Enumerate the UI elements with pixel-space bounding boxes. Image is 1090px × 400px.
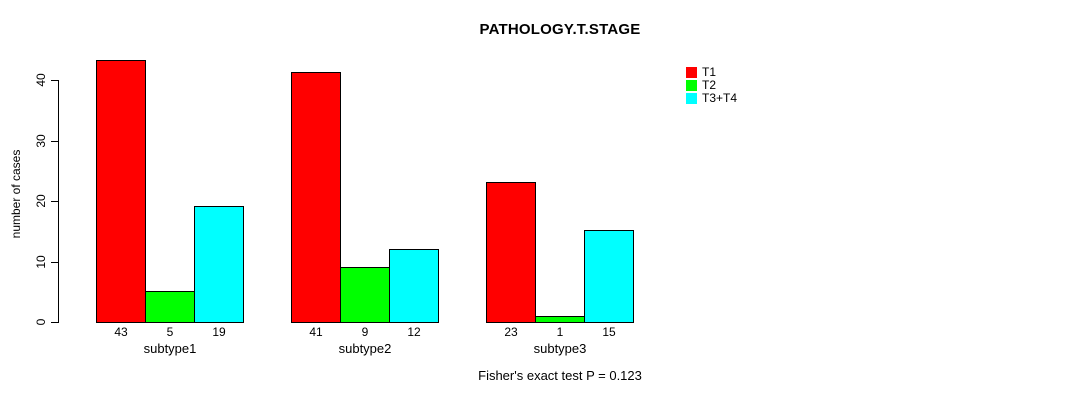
y-axis-tick bbox=[51, 322, 58, 323]
legend-swatch bbox=[686, 93, 697, 104]
y-axis-label: number of cases bbox=[9, 149, 23, 239]
bar-subtype2-T3+T4 bbox=[389, 249, 439, 323]
y-axis-line bbox=[58, 80, 59, 323]
bar-value-label: 23 bbox=[504, 325, 518, 339]
legend-label: T3+T4 bbox=[702, 91, 738, 105]
bar-value-label: 43 bbox=[114, 325, 128, 339]
y-tick-label: 40 bbox=[34, 73, 48, 87]
y-axis-tick bbox=[51, 262, 58, 263]
bar-subtype3-T3+T4 bbox=[584, 230, 634, 323]
y-tick-label: 30 bbox=[34, 134, 48, 148]
y-axis-tick bbox=[51, 201, 58, 202]
legend-label: T2 bbox=[702, 78, 717, 92]
category-label: subtype1 bbox=[143, 341, 197, 356]
bar-value-label: 41 bbox=[309, 325, 323, 339]
bar-subtype2-T1 bbox=[291, 72, 341, 323]
bar-subtype1-T3+T4 bbox=[194, 206, 244, 323]
legend: T1 T2 T3+T4 bbox=[686, 66, 737, 105]
bar-value-label: 15 bbox=[602, 325, 616, 339]
bar-value-label: 9 bbox=[361, 325, 369, 339]
category-label: subtype2 bbox=[338, 341, 392, 356]
bar-value-label: 19 bbox=[212, 325, 226, 339]
category-label: subtype3 bbox=[533, 341, 587, 356]
bar-subtype3-T1 bbox=[486, 182, 536, 323]
bar-value-label: 5 bbox=[166, 325, 174, 339]
y-tick-label: 0 bbox=[34, 318, 48, 326]
bar-subtype1-T1 bbox=[96, 60, 146, 323]
legend-swatch bbox=[686, 80, 697, 91]
legend-swatch bbox=[686, 67, 697, 78]
bar-value-label: 1 bbox=[556, 325, 564, 339]
bar-subtype3-T2 bbox=[535, 316, 585, 323]
bar-value-label: 12 bbox=[407, 325, 421, 339]
legend-label: T1 bbox=[702, 65, 717, 79]
legend-item: T3+T4 bbox=[686, 92, 737, 105]
y-tick-label: 20 bbox=[34, 194, 48, 208]
bar-subtype2-T2 bbox=[340, 267, 390, 323]
chart-title: PATHOLOGY.T.STAGE bbox=[479, 21, 641, 38]
y-axis-tick bbox=[51, 141, 58, 142]
subtitle-text: Fisher's exact test P = 0.123 bbox=[478, 368, 642, 383]
y-tick-label: 10 bbox=[34, 255, 48, 269]
legend-item: T1 bbox=[686, 66, 737, 79]
legend-item: T2 bbox=[686, 79, 737, 92]
bar-subtype1-T2 bbox=[145, 291, 195, 323]
y-axis-tick bbox=[51, 80, 58, 81]
